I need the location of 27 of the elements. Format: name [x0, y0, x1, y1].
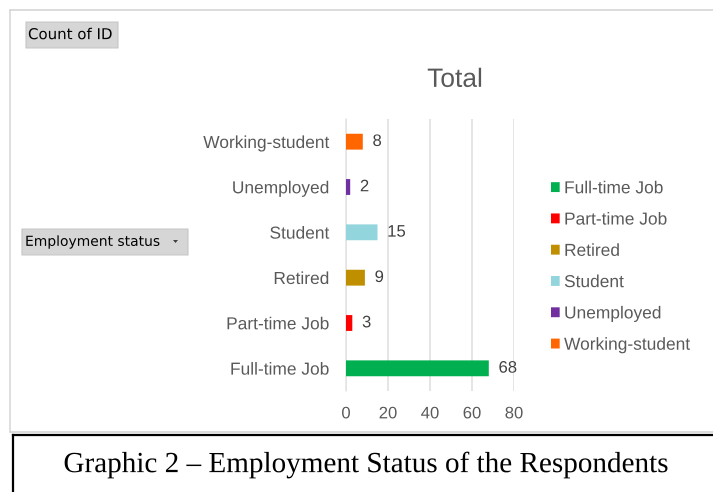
- data-label: 2: [360, 180, 368, 192]
- x-tick-label: 80: [505, 406, 523, 419]
- legend-label: Student: [564, 274, 624, 288]
- data-label: 3: [362, 316, 371, 328]
- legend-label: Part-time Job: [565, 212, 667, 225]
- x-tick-label: 20: [380, 406, 397, 419]
- legend-label: Full-time Job: [565, 180, 663, 194]
- data-label: 9: [375, 270, 384, 282]
- legend-label: Unemployed: [565, 306, 660, 322]
- y-tick-label: Retired: [274, 271, 328, 284]
- y-axis-title: Employment status: [26, 235, 160, 249]
- data-label: 68: [499, 361, 516, 373]
- legend-label: Working-student: [564, 337, 690, 354]
- y-tick-label: Working-student: [203, 135, 330, 152]
- chart-title: Total: [428, 68, 482, 88]
- data-label: 8: [373, 134, 382, 146]
- x-tick-label: 60: [464, 406, 481, 419]
- y-tick-label: Part-time Job: [228, 316, 329, 330]
- x-tick-label: 40: [421, 406, 439, 419]
- y-tick-label: Full-time Job: [231, 362, 329, 375]
- text: Count of ID: [28, 28, 112, 40]
- x-tick-label: 0: [342, 406, 350, 419]
- legend-label: Retired: [565, 243, 619, 256]
- y-tick-label: Unemployed: [233, 180, 328, 197]
- data-label: 15: [388, 225, 406, 237]
- y-tick-label: Student: [270, 226, 330, 239]
- text: Graphic 2 – Employment Status of the Respondents: [64, 452, 668, 478]
